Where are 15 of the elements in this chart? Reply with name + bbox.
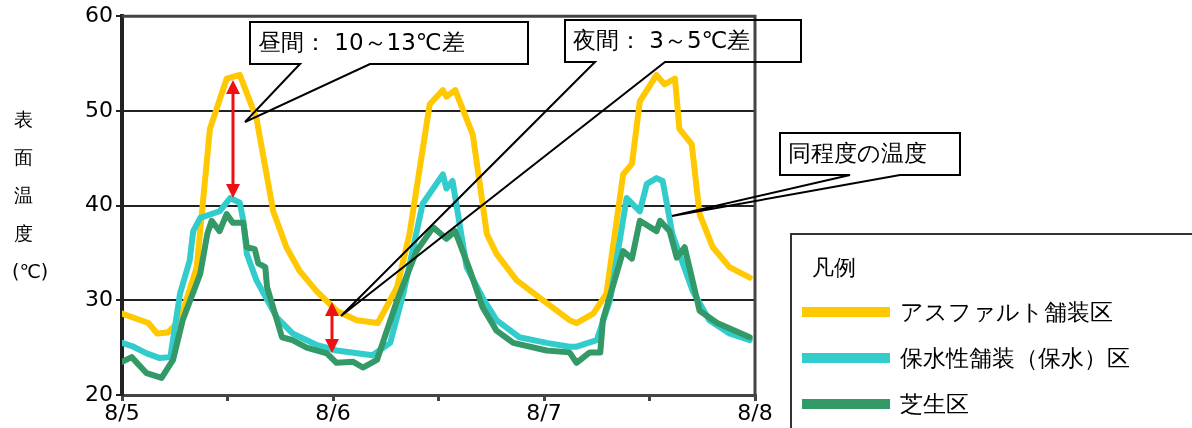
text: 同程度の温度 (787, 139, 928, 168)
annotation: 夜間： 3～5℃差 (572, 26, 752, 55)
y-axis-title: 表面温度(℃) (12, 107, 49, 284)
y-tick-label: 40 (85, 191, 113, 217)
x-tick-label: 8/7 (526, 399, 562, 425)
y-tick-label: 50 (85, 96, 113, 122)
legend-label: 保水性舗装（保水）区 (900, 343, 1130, 373)
y-tick-label: 60 (85, 1, 113, 27)
legend-title: 凡例 (812, 254, 857, 282)
legend-label: 芝生区 (900, 389, 969, 419)
y-tick-label: 30 (85, 286, 113, 312)
legend-label: アスファルト舗装区 (900, 297, 1113, 327)
x-tick-label: 8/6 (315, 399, 351, 425)
x-tick-label: 8/8 (737, 399, 773, 425)
annotation: 昼間： 10～13℃差 (257, 28, 466, 57)
